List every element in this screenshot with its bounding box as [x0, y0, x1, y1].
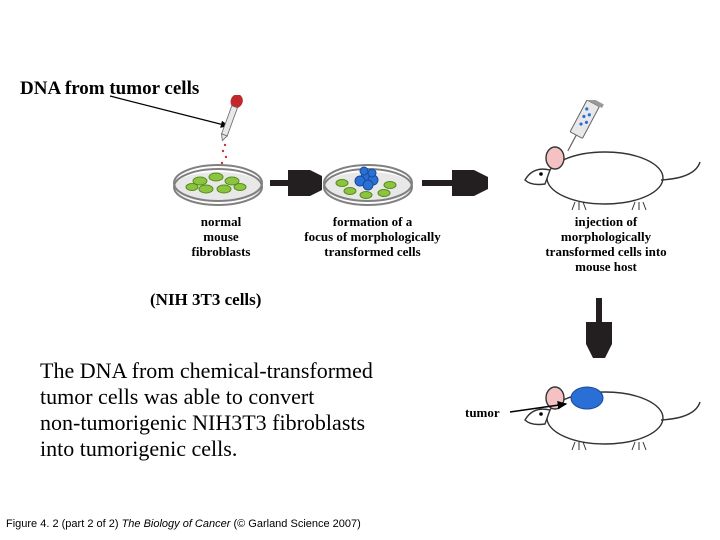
para-line: non-tumorigenic NIH3T3 fibroblasts	[40, 410, 373, 436]
figure-citation: Figure 4. 2 (part 2 of 2) The Biology of…	[6, 518, 361, 530]
summary-paragraph: The DNA from chemical-transformed tumor …	[40, 358, 373, 462]
para-line: tumor cells was able to convert	[40, 384, 373, 410]
arrow-tumor-label	[508, 398, 578, 418]
mouse-icon	[525, 147, 700, 210]
citation-prefix: Figure 4. 2 (part 2 of 2)	[6, 518, 122, 530]
mouse-with-tumor	[495, 360, 715, 480]
dropper-icon	[217, 95, 245, 143]
label-dish1: normal mouse fibroblasts	[186, 215, 256, 260]
citation-suffix: (© Garland Science 2007)	[230, 518, 360, 530]
para-line: into tumorigenic cells.	[40, 436, 373, 462]
citation-title: The Biology of Cancer	[122, 518, 231, 530]
arrow-dish1-dish2	[266, 170, 322, 196]
para-line: The DNA from chemical-transformed	[40, 358, 373, 384]
arrow-dish2-mouse1	[418, 170, 488, 196]
syringe-icon	[559, 100, 604, 156]
label-tumor: tumor	[465, 406, 500, 421]
mouse-icon	[525, 387, 700, 450]
dish-transformed-focus	[320, 155, 416, 215]
label-mouse1: injection of morphologically transformed…	[526, 215, 686, 275]
dish-normal-fibroblasts	[170, 95, 266, 210]
arrow-mouse1-mouse2	[586, 294, 612, 358]
nih3t3-note: (NIH 3T3 cells)	[150, 290, 261, 310]
mouse-host-injection	[495, 100, 715, 220]
label-dish2: formation of a focus of morphologically …	[300, 215, 445, 260]
